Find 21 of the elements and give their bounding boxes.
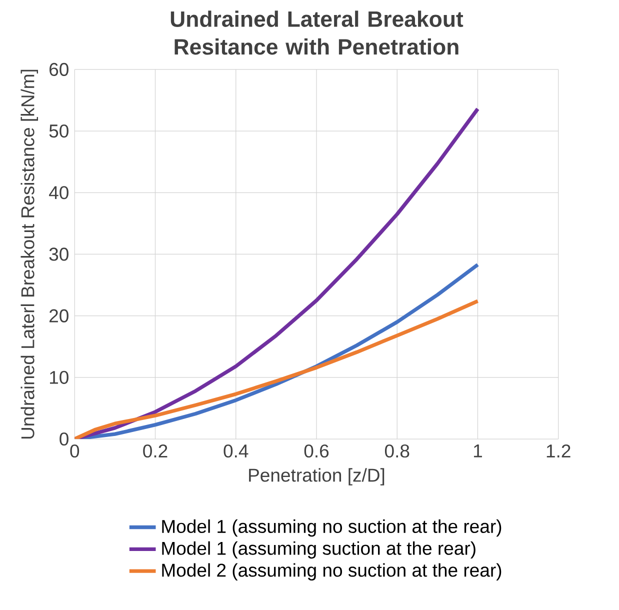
x-tick-label: 1 xyxy=(474,444,482,458)
legend-label: Model 1 (assuming suction at the rear) xyxy=(162,541,476,558)
line-series xyxy=(74,299,480,439)
chart-title: Undrained Lateral Breakout Resitance with Penetration xyxy=(170,10,464,55)
legend-label: Model 2 (assuming no suction at the rear) xyxy=(162,563,502,580)
y-tick-label: 10 xyxy=(50,370,68,384)
y-tick-label: 0 xyxy=(60,432,68,446)
x-axis-title: Penetration [z/D] xyxy=(249,468,384,486)
y-tick-label: 20 xyxy=(50,309,68,322)
y-tick-label: 30 xyxy=(49,248,68,261)
x-tick-label: 0.8 xyxy=(384,444,410,458)
y-tick-label: 40 xyxy=(49,186,68,200)
x-tick-label: 0.6 xyxy=(304,444,329,458)
x-tick-label: 1.2 xyxy=(546,444,570,458)
legend-label: Model 1 (assuming no suction at the rear) xyxy=(162,519,502,537)
y-tick-label: 50 xyxy=(49,124,68,138)
y-axis-title: Undrained Laterl Breakout Resistance [kN/m] xyxy=(20,70,38,438)
x-tick-label: 0.2 xyxy=(143,444,168,458)
x-tick-label: 0 xyxy=(70,444,80,458)
x-tick-label: 0.4 xyxy=(224,444,248,458)
y-tick-label: 60 xyxy=(50,62,68,76)
